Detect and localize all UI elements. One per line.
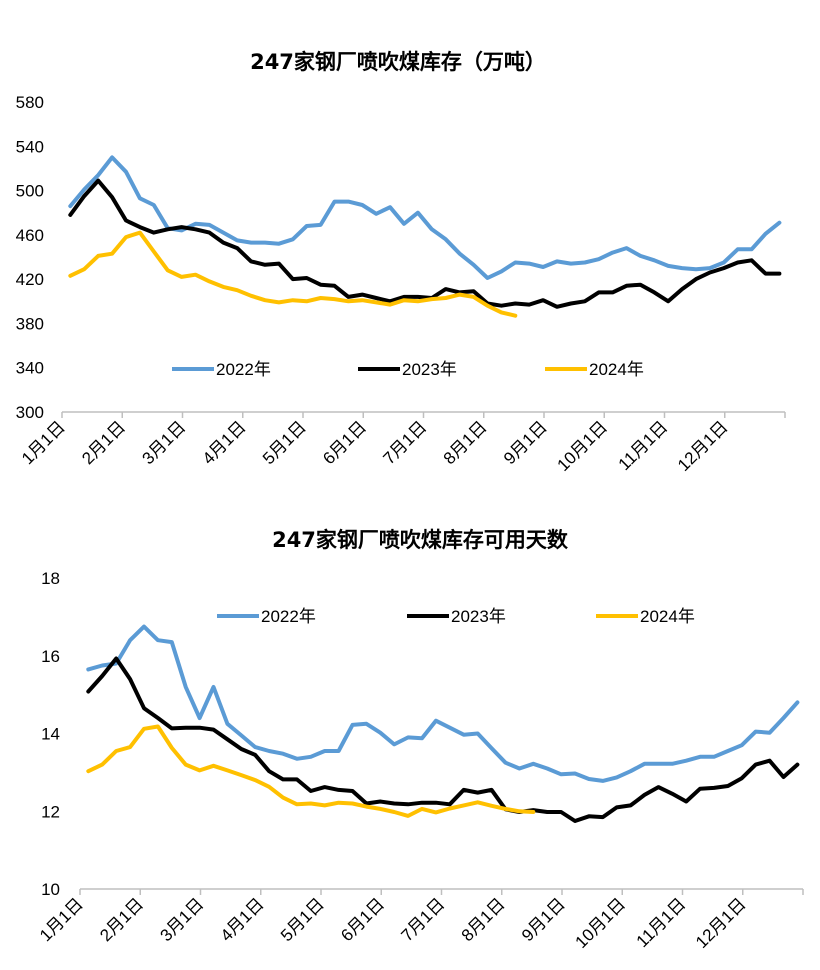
series-line-2022年 — [86, 624, 800, 783]
x-tick-label: 12月1日 — [674, 417, 732, 475]
y-tick-label: 540 — [16, 137, 44, 156]
x-tick-label: 6月1日 — [319, 417, 370, 468]
x-tick-label: 10月1日 — [554, 417, 612, 475]
y-tick-label: 16 — [41, 647, 60, 666]
chart-days-title: 247家钢厂喷吹煤库存可用天数 — [272, 528, 569, 552]
x-tick-label: 11月1日 — [633, 894, 690, 951]
y-tick-label: 420 — [16, 270, 44, 289]
series-line-2023年 — [68, 178, 782, 309]
legend-label: 2022年 — [261, 607, 316, 626]
x-tick-label: 11月1日 — [615, 417, 672, 474]
chart-days-legend: 2022年 2023年 2024年 — [217, 607, 695, 626]
x-tick-label: 1月1日 — [36, 894, 87, 945]
x-tick-label: 4月1日 — [199, 417, 250, 468]
y-tick-label: 460 — [16, 226, 44, 245]
series-line-2022年 — [68, 155, 782, 280]
chart-days: 247家钢厂喷吹煤库存可用天数 10 12 14 16 18 1月1日 2月1日 3月1日 4… — [36, 528, 804, 952]
x-tick-label: 10月1日 — [572, 894, 630, 952]
x-tick-label: 6月1日 — [337, 894, 388, 945]
x-tick-label: 8月1日 — [458, 894, 509, 945]
y-tick-label: 10 — [41, 880, 60, 899]
x-tick-label: 1月1日 — [18, 417, 69, 468]
y-tick-label: 340 — [16, 359, 44, 378]
legend-label: 2022年 — [216, 360, 271, 379]
chart-stock-title: 247家钢厂喷吹煤库存（万吨） — [250, 50, 546, 74]
chart-days-series — [86, 624, 800, 823]
x-tick-label: 2月1日 — [78, 417, 129, 468]
y-tick-label: 300 — [16, 403, 44, 422]
y-tick-label: 14 — [41, 725, 60, 744]
x-tick-label: 5月1日 — [277, 894, 328, 945]
x-tick-label: 7月1日 — [379, 417, 430, 468]
x-tick-label: 2月1日 — [96, 894, 147, 945]
x-tick-label: 9月1日 — [518, 894, 569, 945]
x-tick-label: 9月1日 — [500, 417, 551, 468]
chart-days-y-axis: 10 12 14 16 18 — [41, 569, 60, 899]
chart-stock-series — [68, 155, 782, 318]
legend-label: 2024年 — [589, 360, 644, 379]
series-line-2024年 — [68, 230, 518, 318]
y-tick-label: 12 — [41, 802, 60, 821]
x-tick-label: 12月1日 — [692, 894, 750, 952]
legend-label: 2023年 — [451, 607, 506, 626]
chart-stock-x-axis: 1月1日 2月1日 3月1日 4月1日 5月1日 6月1日 7月1日 8月1日 9月1日 10月1… — [18, 412, 786, 475]
x-tick-label: 3月1日 — [138, 417, 189, 468]
y-tick-label: 580 — [16, 93, 44, 112]
series-line-2023年 — [86, 656, 800, 823]
legend-label: 2024年 — [640, 607, 695, 626]
x-tick-label: 5月1日 — [259, 417, 310, 468]
legend-label: 2023年 — [402, 360, 457, 379]
x-tick-label: 4月1日 — [217, 894, 268, 945]
x-tick-label: 7月1日 — [397, 894, 448, 945]
x-tick-label: 3月1日 — [156, 894, 207, 945]
series-line-2024年 — [86, 724, 536, 818]
chart-stock-y-axis: 300 340 380 420 460 500 540 580 — [16, 93, 44, 422]
x-tick-label: 8月1日 — [440, 417, 491, 468]
chart-stock: 247家钢厂喷吹煤库存（万吨） 300 340 380 420 460 500 540 580… — [16, 50, 786, 475]
y-tick-label: 500 — [16, 182, 44, 201]
y-tick-label: 18 — [41, 569, 60, 588]
chart-stock-legend: 2022年 2023年 2024年 — [172, 360, 644, 379]
y-tick-label: 380 — [16, 314, 44, 333]
chart-days-x-axis: 1月1日 2月1日 3月1日 4月1日 5月1日 6月1日 7月1日 8月1日 9月1日 10月1… — [36, 889, 804, 952]
